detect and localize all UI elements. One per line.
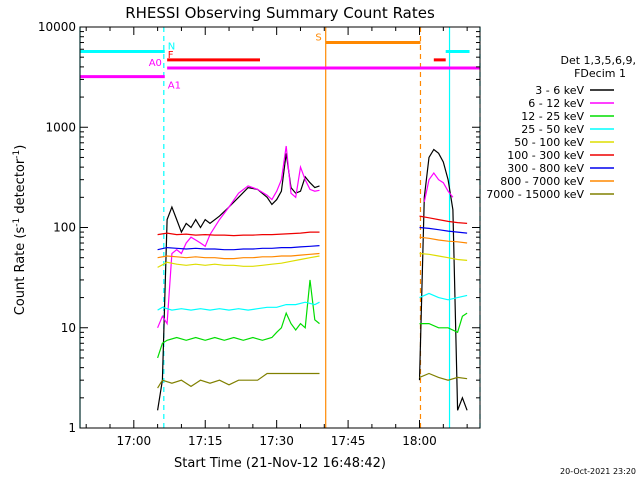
series-line-800-7000-kev-2 [419,236,468,244]
legend-header-detectors: Det 1,3,5,6,9, [560,54,636,67]
legend-header-decimation: FDecim 1 [574,67,626,80]
series-line-12-25-kev-1 [157,279,320,359]
y-axis-label: Count Rate (s-1 detector-1) [12,145,28,316]
x-tick-label-17-30: 17:30 [259,434,294,448]
axes: 17:00 17:15 17:30 17:45 18:00 1 10 100 1000 10000 [38,20,481,448]
x-tick-label-18-00: 18:00 [402,434,437,448]
legend-label-12-25-kev: 12 - 25 keV [521,110,584,123]
state-bar-label-f: F [168,50,174,61]
y-tick-label-10000: 10000 [38,20,76,34]
series-line-3-6-kev-1 [157,153,320,411]
legend-label-100-300-kev: 100 - 300 keV [507,149,584,162]
plot-area: NF A0 A1 S [79,27,481,428]
y-tick-label-1: 1 [68,421,76,435]
x-tick-label-17-15: 17:15 [188,434,223,448]
legend-label-800-7000-kev: 800 - 7000 keV [500,175,584,188]
y-tick-label-100: 100 [53,221,76,235]
series-line-7000-15000-kev-1 [157,372,320,389]
series-line-800-7000-kev-1 [157,252,320,260]
series-line-300-800-kev-1 [157,245,320,251]
series-line-7000-15000-kev-2 [419,372,468,381]
state-bar-label-s: S [315,33,321,44]
series-line-6-12-kev-2 [423,171,454,203]
legend-label-50-100-kev: 50 - 100 keV [514,136,584,149]
series-line-25-50-kev-1 [157,301,320,311]
state-bar-label-n: N [168,41,175,52]
series-line-50-100-kev-1 [157,255,320,268]
x-tick-label-17-00: 17:00 [117,434,152,448]
y-tick-label-1000: 1000 [45,120,76,134]
legend-label-6-12-kev: 6 - 12 keV [528,97,584,110]
timestamp: 20-Oct-2021 23:20 [560,467,636,476]
series-line-100-300-kev-2 [419,215,468,224]
state-bar-label-a1: A1 [168,81,181,92]
state-bar-label-a0: A0 [149,58,162,69]
series-line-50-100-kev-2 [419,252,468,261]
legend-label-3-6-kev: 3 - 6 keV [535,84,584,97]
x-tick-label-17-45: 17:45 [331,434,366,448]
series-line-6-12-kev-1 [157,145,320,329]
series-line-300-800-kev-2 [419,226,468,234]
series-line-3-6-kev-2 [418,148,468,411]
y-tick-label-10: 10 [61,321,76,335]
series-line-25-50-kev-2 [419,292,468,301]
chart-title: RHESSI Observing Summary Count Rates [125,4,435,22]
x-axis-label: Start Time (21-Nov-12 16:48:42) [174,456,386,471]
series-line-12-25-kev-2 [419,312,468,334]
legend-label-300-800-kev: 300 - 800 keV [507,162,584,175]
legend-label-7000-15000-kev: 7000 - 15000 keV [486,188,584,201]
series-line-100-300-kev-1 [157,231,320,237]
legend-label-25-50-kev: 25 - 50 keV [521,123,584,136]
